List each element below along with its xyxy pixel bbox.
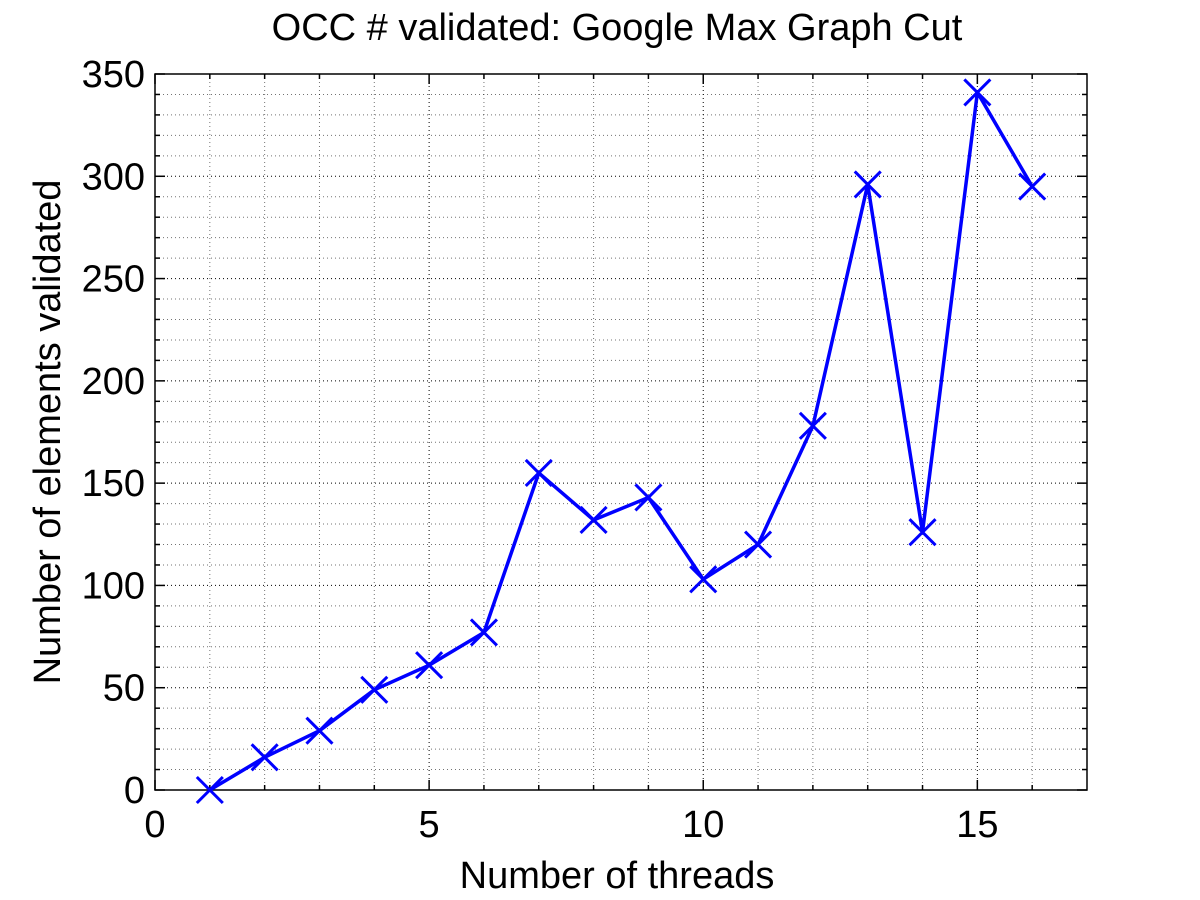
y-tick-label: 50 bbox=[103, 668, 145, 710]
marker-stroke bbox=[908, 518, 937, 547]
y-tick-label: 150 bbox=[82, 463, 145, 505]
y-tick-label: 350 bbox=[82, 54, 145, 96]
y-tick-label: 0 bbox=[124, 770, 145, 812]
plot-area-frame bbox=[154, 73, 1088, 791]
data-point-marker bbox=[250, 743, 279, 772]
data-point-marker bbox=[305, 716, 334, 745]
x-axis-tick-labels: 0 5 10 15 bbox=[144, 804, 998, 846]
data-point-marker bbox=[853, 170, 882, 199]
marker-stroke bbox=[305, 716, 334, 745]
x-axis-label: Number of threads bbox=[460, 855, 775, 897]
data-point-marker bbox=[415, 651, 444, 680]
y-tick-label: 250 bbox=[82, 259, 145, 301]
marker-stroke bbox=[360, 675, 389, 704]
marker-stroke bbox=[250, 743, 279, 772]
x-tick-label: 15 bbox=[956, 804, 998, 846]
marker-stroke bbox=[798, 411, 827, 440]
y-axis-label: Number of elements validated bbox=[27, 180, 69, 685]
marker-stroke bbox=[634, 483, 663, 512]
axis-ticks bbox=[154, 73, 1087, 791]
y-axis-tick-labels: 0 50 100 150 200 250 300 350 bbox=[82, 54, 145, 812]
x-tick-label: 10 bbox=[682, 804, 724, 846]
marker-stroke bbox=[579, 505, 608, 535]
x-tick-label: 0 bbox=[144, 804, 165, 846]
data-point-marker bbox=[469, 618, 499, 647]
data-point-marker bbox=[360, 675, 389, 704]
data-point-marker bbox=[579, 505, 608, 535]
marker-stroke bbox=[195, 775, 224, 805]
series-line bbox=[208, 90, 1034, 792]
x-tick-label: 5 bbox=[419, 804, 440, 846]
data-point-marker bbox=[743, 530, 773, 559]
data-point-marker bbox=[963, 78, 992, 107]
marker-stroke bbox=[853, 170, 882, 199]
data-point-marker bbox=[524, 458, 553, 487]
marker-stroke bbox=[743, 530, 773, 559]
data-point-marker bbox=[798, 411, 827, 440]
y-tick-label: 100 bbox=[82, 565, 145, 607]
chart-title: OCC # validated: Google Max Graph Cut bbox=[272, 7, 963, 49]
y-tick-label: 200 bbox=[82, 361, 145, 403]
y-tick-label: 300 bbox=[82, 156, 145, 198]
marker-stroke bbox=[1018, 172, 1047, 201]
marker-stroke bbox=[963, 78, 992, 107]
grid bbox=[154, 73, 1087, 791]
marker-stroke bbox=[469, 618, 499, 647]
marker-stroke bbox=[415, 651, 444, 680]
data-point-marker bbox=[689, 565, 718, 594]
marker-stroke bbox=[689, 565, 718, 594]
data-series bbox=[195, 78, 1047, 805]
data-point-marker bbox=[1018, 172, 1047, 201]
data-point-marker bbox=[908, 518, 937, 547]
data-point-marker bbox=[195, 775, 224, 805]
data-point-marker bbox=[634, 483, 663, 512]
marker-stroke bbox=[524, 458, 553, 487]
